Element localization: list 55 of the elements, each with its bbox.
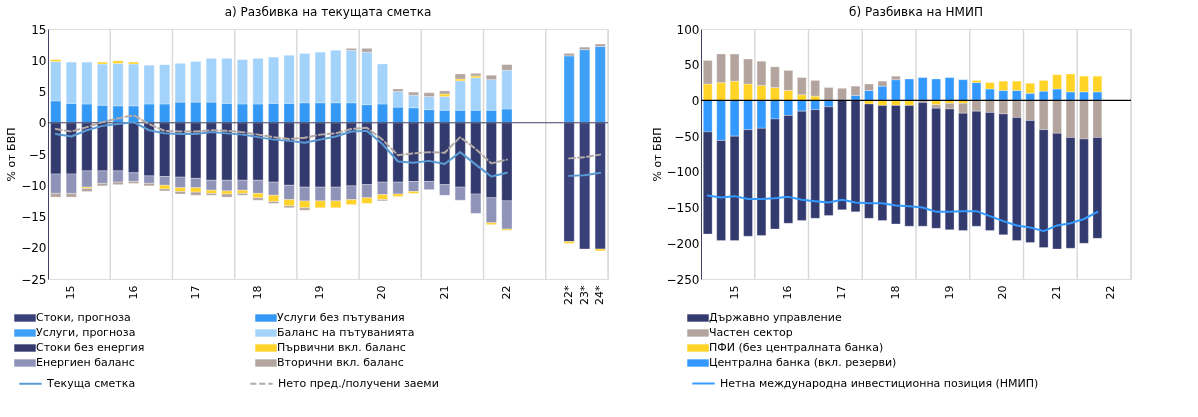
y-tick-label: −10 (21, 178, 47, 193)
legend-label: Баланс на пътуванията (277, 326, 415, 339)
x-tick-label: 16 (126, 285, 140, 300)
x-tick-label: 19 (942, 285, 956, 300)
y-tick-label: −50 (674, 129, 700, 144)
y-tick-label: 0 (691, 93, 700, 108)
x-tick-label: 21 (437, 285, 451, 300)
x-tick-label: 17 (188, 285, 202, 300)
chart-title: а) Разбивка на текущата сметка (224, 5, 432, 19)
x-tick-label: 21 (1050, 285, 1064, 300)
y-tick-label: −250 (666, 272, 700, 287)
legend-label: Централна банка (вкл. резерви) (709, 356, 897, 369)
y-tick-label: 50 (684, 58, 700, 73)
y-tick-label: −200 (666, 236, 700, 251)
legend-label: Услуги без пътувания (277, 311, 405, 324)
y-tick-label: −15 (21, 210, 47, 224)
y-tick-label: −5 (28, 147, 47, 162)
x-tick-label: 23* (577, 285, 591, 305)
y-tick-label: 5 (38, 85, 47, 99)
legend-label: Нетна международна инвестиционна позиция (НМИП) (720, 376, 1039, 390)
x-tick-label: 20 (375, 285, 389, 300)
legend-label: ПФИ (без централната банка) (709, 341, 884, 354)
legend-label: Енергиен баланс (36, 356, 135, 369)
x-tick-label: 24* (593, 285, 607, 305)
legend-label: Стоки без енергия (36, 341, 145, 354)
y-tick-label: −100 (666, 165, 700, 180)
x-tick-label: 18 (888, 285, 902, 300)
legend-label: Услуги, прогноза (36, 326, 136, 339)
y-axis-title: % от БВП (650, 127, 664, 182)
x-tick-label: 22* (562, 285, 576, 305)
legend-label: Държавно управление (709, 311, 842, 324)
y-tick-label: −25 (21, 272, 47, 287)
y-axis-title: % от БВП (5, 127, 19, 182)
x-tick-label: 17 (835, 285, 849, 300)
legend-label: Частен сектор (709, 326, 793, 339)
x-tick-label: 18 (251, 285, 264, 300)
legend-label: Нето пред./получени заеми (278, 376, 439, 390)
y-tick-label: 15 (31, 22, 47, 37)
x-tick-label: 22 (499, 285, 513, 300)
x-tick-label: 22 (1103, 285, 1117, 300)
x-tick-label: 19 (313, 285, 327, 300)
x-tick-label: 16 (781, 285, 795, 300)
x-tick-label: 20 (996, 285, 1010, 300)
y-tick-label: 10 (31, 53, 47, 68)
legend-label: Вторични вкл. баланс (277, 356, 404, 369)
y-tick-label: 100 (676, 22, 700, 37)
legend-label: Стоки, прогноза (36, 311, 131, 324)
legend-label: Първични вкл. баланс (277, 341, 406, 354)
y-tick-label: −20 (21, 241, 47, 256)
legend-label: Текуща сметка (46, 376, 136, 390)
chart-title: б) Разбивка на НМИП (849, 5, 983, 19)
y-tick-label: −150 (666, 201, 700, 216)
x-tick-label: 15 (64, 285, 78, 300)
x-tick-label: 15 (727, 285, 741, 300)
y-tick-label: 0 (38, 116, 47, 131)
